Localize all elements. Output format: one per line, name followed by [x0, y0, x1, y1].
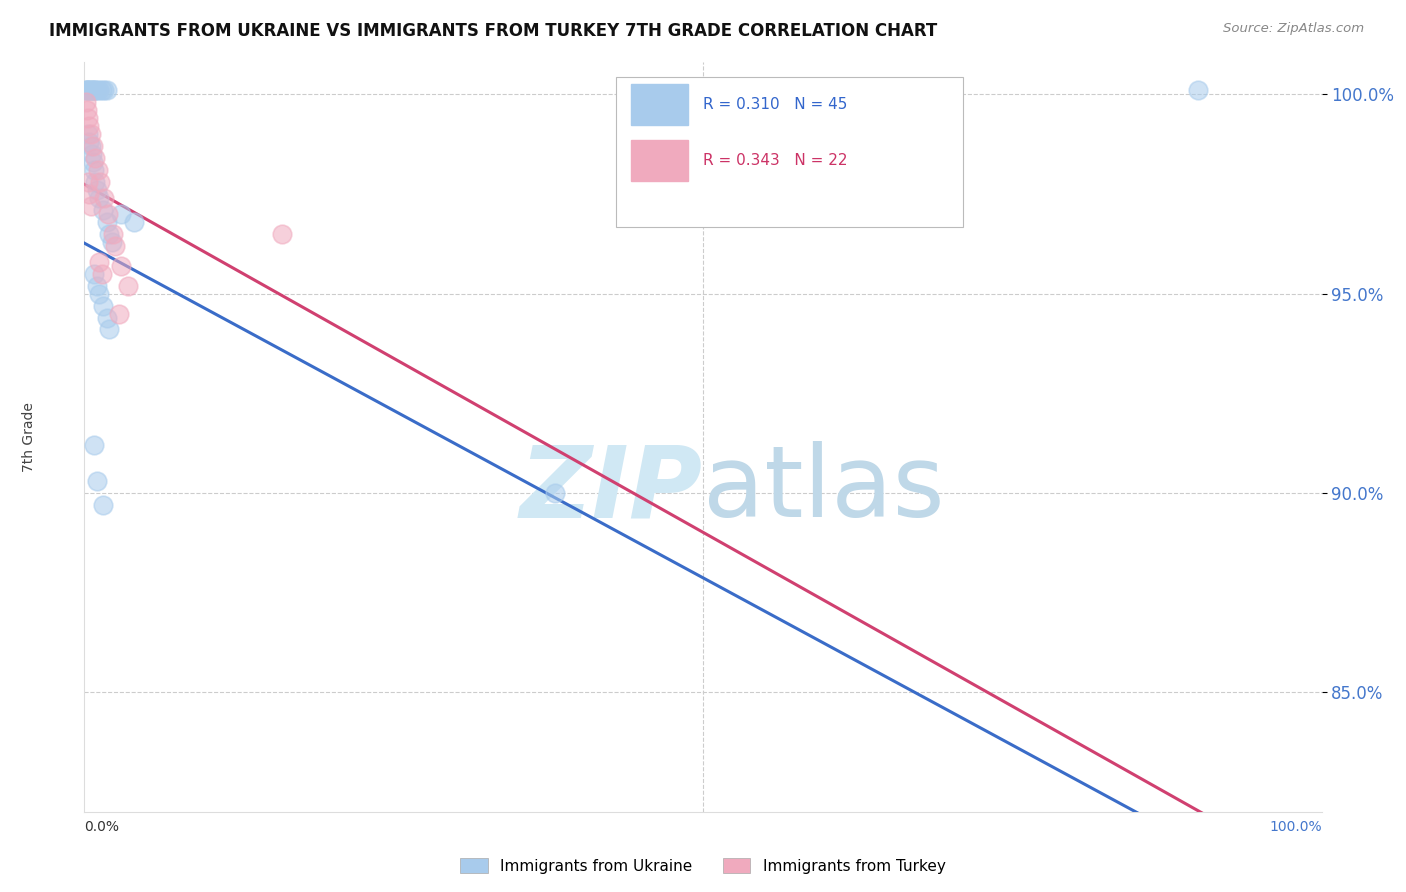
Text: IMMIGRANTS FROM UKRAINE VS IMMIGRANTS FROM TURKEY 7TH GRADE CORRELATION CHART: IMMIGRANTS FROM UKRAINE VS IMMIGRANTS FR…: [49, 22, 938, 40]
Point: [271, 227, 294, 241]
Point: [76, 83, 98, 97]
Point: [84, 151, 107, 165]
Point: [86, 183, 108, 197]
Point: [86, 474, 108, 488]
Point: [79, 83, 101, 97]
Point: [89, 254, 111, 268]
Point: [75, 83, 97, 97]
Point: [87, 163, 110, 178]
Point: [96, 310, 118, 325]
Point: [104, 239, 127, 253]
Point: [80, 83, 103, 97]
Point: [96, 215, 118, 229]
Point: [77, 127, 100, 141]
Point: [76, 103, 98, 118]
Point: [122, 215, 145, 229]
Point: [84, 175, 107, 189]
Point: [83, 267, 105, 281]
Point: [77, 175, 100, 189]
Point: [89, 191, 111, 205]
Point: [108, 306, 131, 320]
Point: [79, 119, 101, 133]
FancyBboxPatch shape: [631, 84, 688, 125]
Point: [97, 207, 120, 221]
Point: [79, 186, 101, 201]
Point: [79, 127, 101, 141]
Point: [79, 135, 101, 149]
Point: [90, 267, 112, 281]
Point: [93, 191, 115, 205]
Point: [77, 112, 100, 126]
Point: [82, 155, 104, 169]
Point: [84, 83, 107, 97]
Legend: Immigrants from Ukraine, Immigrants from Turkey: Immigrants from Ukraine, Immigrants from…: [454, 852, 952, 880]
Point: [101, 227, 124, 241]
Point: [75, 95, 97, 110]
Point: [83, 438, 105, 452]
Text: R = 0.343   N = 22: R = 0.343 N = 22: [703, 153, 848, 168]
Text: 100.0%: 100.0%: [1270, 820, 1322, 834]
Point: [100, 235, 122, 249]
Point: [89, 175, 111, 189]
Point: [76, 83, 98, 97]
FancyBboxPatch shape: [631, 140, 688, 181]
Point: [1187, 83, 1209, 97]
Point: [79, 199, 101, 213]
Text: atlas: atlas: [703, 441, 945, 538]
Text: ZIP: ZIP: [520, 441, 703, 538]
Point: [82, 139, 104, 153]
Point: [110, 207, 132, 221]
Text: R = 0.310   N = 45: R = 0.310 N = 45: [703, 97, 848, 112]
Point: [80, 147, 103, 161]
Point: [91, 299, 114, 313]
Point: [86, 278, 108, 293]
Point: [83, 163, 105, 178]
Point: [96, 83, 118, 97]
Point: [90, 83, 112, 97]
Point: [98, 227, 121, 241]
Point: [83, 83, 105, 97]
Point: [79, 139, 101, 153]
Point: [117, 278, 139, 293]
Text: 0.0%: 0.0%: [84, 820, 120, 834]
Point: [77, 83, 100, 97]
Point: [91, 202, 114, 217]
Point: [89, 83, 111, 97]
Point: [91, 498, 114, 512]
Point: [79, 83, 101, 97]
FancyBboxPatch shape: [616, 78, 963, 227]
Point: [543, 486, 565, 500]
Point: [82, 83, 104, 97]
Text: Source: ZipAtlas.com: Source: ZipAtlas.com: [1223, 22, 1364, 36]
Point: [110, 259, 132, 273]
Point: [89, 286, 111, 301]
Point: [98, 322, 121, 336]
Y-axis label: 7th Grade: 7th Grade: [21, 402, 35, 472]
Point: [86, 83, 108, 97]
Point: [93, 83, 115, 97]
